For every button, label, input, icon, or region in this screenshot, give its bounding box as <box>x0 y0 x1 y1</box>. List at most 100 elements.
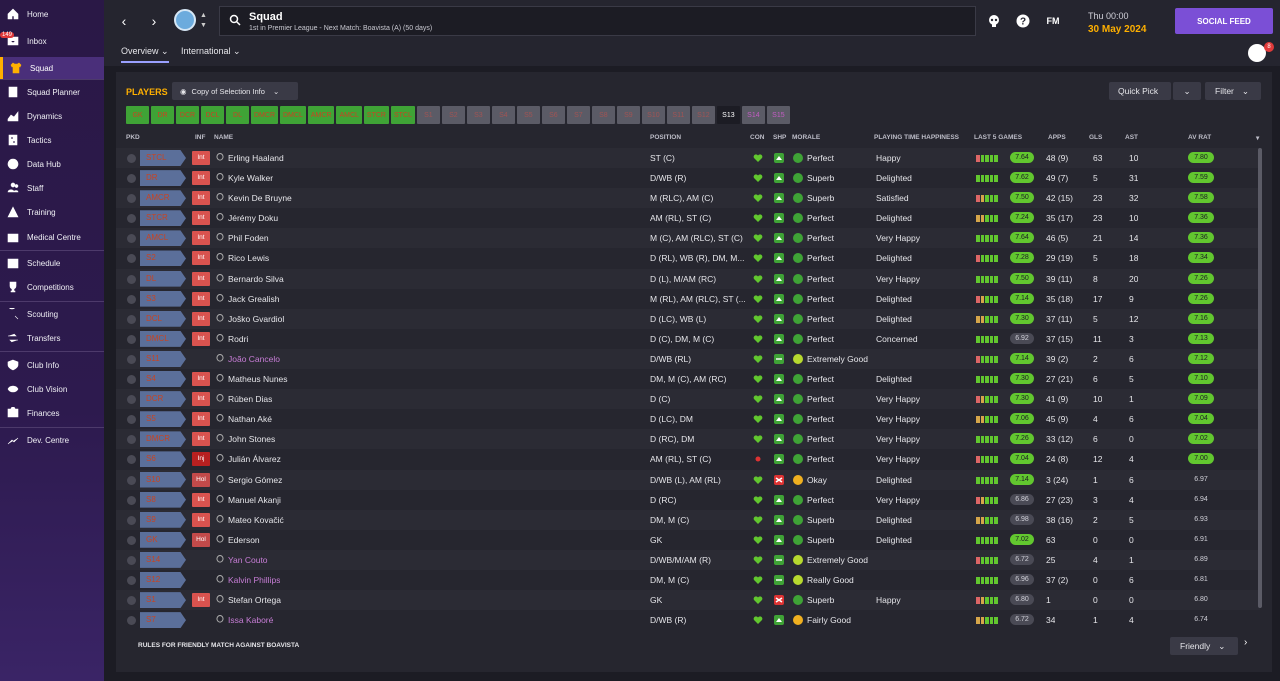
sidebar-item-medical-centre[interactable]: Medical Centre <box>0 226 104 248</box>
player-name[interactable]: Julián Álvarez <box>228 454 281 465</box>
role-selector[interactable]: STCR <box>140 210 186 227</box>
position-button-s7[interactable]: S7 <box>566 106 590 124</box>
table-row[interactable]: S5 Int Nathan Aké D (LC), DM Perfect Very Hap… <box>116 409 1260 429</box>
player-name[interactable]: Issa Kaboré <box>228 615 274 626</box>
table-row[interactable]: DMCR Int John Stones D (RC), DM Perfect Very … <box>116 429 1260 450</box>
forward-arrow-icon[interactable]: › <box>151 13 157 29</box>
role-selector[interactable]: DMCL <box>140 330 186 347</box>
role-selector[interactable]: S6 <box>140 451 186 468</box>
role-selector[interactable]: DCR <box>140 391 186 408</box>
col-apps[interactable]: APPS <box>1048 134 1066 141</box>
pick-checkbox[interactable] <box>127 616 136 626</box>
role-selector[interactable]: S5 <box>140 411 186 428</box>
pick-checkbox[interactable] <box>127 194 136 204</box>
position-button-amcr[interactable]: AMCR <box>307 106 335 124</box>
position-button-dcr[interactable]: DCR <box>176 106 199 124</box>
role-selector[interactable]: S4 <box>140 371 186 388</box>
player-name[interactable]: João Cancelo <box>228 353 280 364</box>
role-selector[interactable]: S10 <box>140 471 186 488</box>
chevron-down-icon[interactable]: ▼ <box>200 22 207 29</box>
role-selector[interactable]: S1 <box>140 592 186 609</box>
position-button-s2[interactable]: S2 <box>441 106 465 124</box>
position-button-s3[interactable]: S3 <box>466 106 490 124</box>
player-name[interactable]: Rodri <box>228 333 249 344</box>
role-selector[interactable]: DR <box>140 170 186 187</box>
position-button-s5[interactable]: S5 <box>516 106 540 124</box>
player-name[interactable]: John Stones <box>228 434 276 445</box>
player-name[interactable]: Erling Haaland <box>228 153 284 163</box>
pick-checkbox[interactable] <box>127 435 136 445</box>
role-selector[interactable]: DCL <box>140 310 186 327</box>
table-row[interactable]: S8 Int Manuel Akanji D (RC) Perfect Very Happ… <box>116 490 1260 510</box>
table-row[interactable]: STCL Int Erling Haaland ST (C) Perfect Happy 7… <box>116 148 1260 169</box>
role-selector[interactable]: DMCR <box>140 431 186 448</box>
table-row[interactable]: S7 Issa Kaboré D/WB (R) Fairly Good 6.72 34 1 4… <box>116 610 1260 630</box>
player-name[interactable]: Ederson <box>228 534 260 545</box>
sidebar-item-training[interactable]: Training <box>0 201 104 223</box>
sidebar-item-schedule[interactable]: Schedule <box>0 252 104 274</box>
position-button-dcl[interactable]: DCL <box>201 106 224 124</box>
sidebar-item-dynamics[interactable]: Dynamics <box>0 105 104 127</box>
role-selector[interactable]: S7 <box>140 612 186 629</box>
table-row[interactable]: DL Int Bernardo Silva D (L), M/AM (RC) Perfe… <box>116 268 1260 289</box>
col-playing-time[interactable]: PLAYING TIME HAPPINESS <box>874 134 959 141</box>
position-button-s9[interactable]: S9 <box>616 106 640 124</box>
player-name[interactable]: Stefan Ortega <box>228 595 281 606</box>
selection-info-dropdown[interactable]: ◉ Copy of Selection Info ⌄ <box>172 82 298 100</box>
pick-checkbox[interactable] <box>127 254 136 264</box>
column-menu-icon[interactable]: ▾ <box>1256 135 1260 142</box>
player-name[interactable]: Kevin De Bruyne <box>228 193 292 204</box>
table-row[interactable]: S11 João Cancelo D/WB (RL) Extremely Good 7.… <box>116 348 1260 370</box>
player-name[interactable]: Kyle Walker <box>228 173 274 184</box>
col-name[interactable]: NAME <box>214 134 234 141</box>
role-selector[interactable]: AMCL <box>140 230 186 247</box>
position-button-stcr[interactable]: STCR <box>363 106 389 124</box>
position-button-amcl[interactable]: AMCL <box>336 106 362 124</box>
date-box[interactable]: Thu 00:00 30 May 2024 <box>1078 8 1168 38</box>
pick-checkbox[interactable] <box>127 555 136 565</box>
player-name[interactable]: Yan Couto <box>228 554 268 565</box>
role-selector[interactable]: S3 <box>140 290 186 307</box>
title-box[interactable]: Squad 1st in Premier League - Next Match… <box>219 6 976 36</box>
pick-checkbox[interactable] <box>127 234 136 244</box>
quick-pick-button[interactable]: Quick Pick <box>1109 82 1171 100</box>
friendly-dropdown[interactable]: Friendly ⌄ <box>1170 637 1238 655</box>
player-name[interactable]: Phil Foden <box>228 233 269 244</box>
table-row[interactable]: S1 Int Stefan Ortega GK Superb Happy 6.80 1 0 0 6.… <box>116 590 1260 611</box>
pick-checkbox[interactable] <box>127 214 136 224</box>
sidebar-item-inbox[interactable]: Inbox 149 <box>0 30 104 52</box>
position-button-dr[interactable]: DR <box>151 106 174 124</box>
player-name[interactable]: Mateo Kovačić <box>228 514 284 525</box>
sidebar-item-home[interactable]: Home <box>0 3 104 25</box>
skull-icon[interactable] <box>986 13 1002 29</box>
player-name[interactable]: Joško Gvardiol <box>228 313 285 324</box>
pick-checkbox[interactable] <box>127 596 136 606</box>
chevron-right-icon[interactable]: › <box>1244 637 1248 648</box>
club-crest-icon[interactable] <box>174 9 196 31</box>
table-row[interactable]: S10 Hol Sergio Gómez D/WB (L), AM (RL) Okay D… <box>116 469 1260 490</box>
scrollbar[interactable] <box>1258 148 1262 608</box>
table-row[interactable]: STCR Int Jérémy Doku AM (RL), ST (C) Perfect… <box>116 208 1260 228</box>
sidebar-item-competitions[interactable]: Competitions <box>0 276 104 298</box>
pick-checkbox[interactable] <box>127 314 136 324</box>
col-shp[interactable]: SHP <box>773 134 787 141</box>
pick-checkbox[interactable] <box>127 495 136 505</box>
sidebar-item-squad[interactable]: Squad <box>0 57 104 79</box>
player-name[interactable]: Kalvin Phillips <box>228 574 281 585</box>
position-button-dl[interactable]: DL <box>226 106 249 124</box>
position-button-s4[interactable]: S4 <box>491 106 515 124</box>
table-row[interactable]: DCR Int Rúben Dias D (C) Perfect Very Happy 7.… <box>116 389 1260 410</box>
chevron-up-icon[interactable]: ▲ <box>200 12 207 19</box>
social-feed-button[interactable]: SOCIAL FEED <box>1175 8 1273 34</box>
pick-checkbox[interactable] <box>127 535 136 545</box>
table-row[interactable]: S6 Inj Julián Álvarez AM (RL), ST (C) Perfec… <box>116 449 1260 469</box>
position-button-gk[interactable]: GK <box>126 106 149 124</box>
role-selector[interactable]: AMCR <box>140 190 186 207</box>
role-selector[interactable]: S8 <box>140 491 186 508</box>
sidebar-item-club-info[interactable]: Club Info <box>0 354 104 376</box>
sidebar-item-scouting[interactable]: Scouting <box>0 303 104 325</box>
pick-checkbox[interactable] <box>127 334 136 344</box>
col-gls[interactable]: GLS <box>1089 134 1103 141</box>
player-name[interactable]: Rico Lewis <box>228 253 270 264</box>
col-position[interactable]: POSITION <box>650 134 682 141</box>
